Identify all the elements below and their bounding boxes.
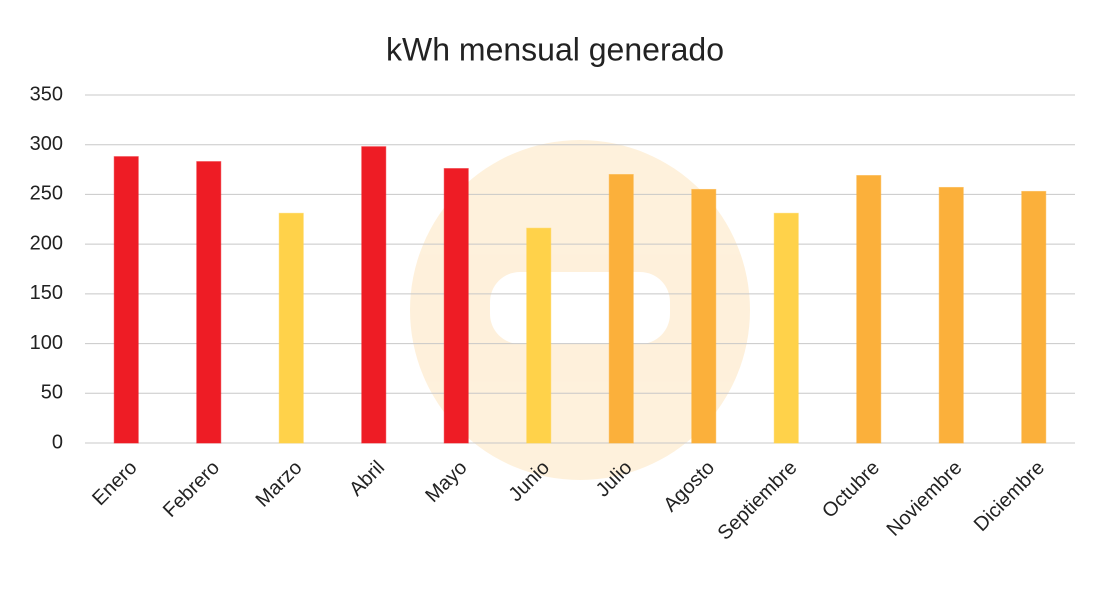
x-tick-label: Septiembre <box>714 457 802 545</box>
bar <box>938 186 964 444</box>
bar <box>856 175 882 444</box>
y-tick-label: 250 <box>30 183 63 205</box>
bar <box>361 146 387 444</box>
y-tick-label: 50 <box>41 382 63 404</box>
bar <box>278 212 304 444</box>
y-tick-label: 300 <box>30 133 63 155</box>
x-tick-label: Noviembre <box>883 457 967 541</box>
x-tick-label: Agosto <box>659 457 719 517</box>
x-tick-label: Diciembre <box>970 457 1049 536</box>
bar <box>196 161 222 444</box>
y-tick-label: 350 <box>30 83 63 105</box>
y-tick-label: 200 <box>30 232 63 254</box>
x-tick-label: Enero <box>88 457 141 510</box>
bar <box>443 168 469 444</box>
y-tick-label: 150 <box>30 282 63 304</box>
bar <box>526 227 552 444</box>
bar <box>773 212 799 444</box>
bar <box>608 174 634 444</box>
bar <box>113 156 139 444</box>
x-tick-label: Marzo <box>252 457 307 512</box>
bar <box>691 188 717 444</box>
chart-title: kWh mensual generado <box>386 31 724 67</box>
y-tick-label: 100 <box>30 332 63 354</box>
x-tick-label: Octubre <box>818 457 884 523</box>
x-tick-label: Febrero <box>159 457 224 522</box>
bar <box>1021 190 1047 444</box>
x-tick-label: Abril <box>345 457 389 501</box>
y-tick-label: 0 <box>52 431 63 453</box>
x-tick-label: Mayo <box>421 457 471 507</box>
